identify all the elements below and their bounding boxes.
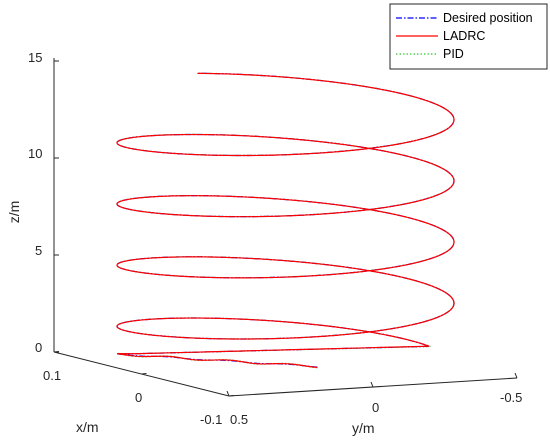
y-axis-label: y/m: [352, 420, 375, 436]
legend-label-desired: Desired position: [443, 11, 533, 25]
z-axis-label: z/m: [6, 201, 22, 224]
series-layer: [116, 72, 455, 369]
axes-box: [53, 58, 518, 397]
series-line-desired: [116, 72, 455, 368]
z-tick-10: 10: [28, 146, 42, 161]
x-tick-mark: [141, 373, 147, 375]
x-axis-label: x/m: [76, 419, 99, 435]
z-tick-15: 15: [28, 50, 42, 65]
tick-marks: [53, 60, 518, 397]
series-line-pid: [116, 72, 455, 369]
x-tick-0: 0: [135, 390, 142, 405]
legend: Desired position LADRC PID: [389, 3, 548, 70]
y-tick-0: 0: [372, 400, 379, 415]
series-line-ladrc: [116, 72, 455, 369]
x-tick-0.1: 0.1: [43, 368, 61, 383]
y-tick-mark: [226, 390, 230, 397]
y-tick-mark: [514, 372, 518, 379]
y-tick-mark: [370, 381, 374, 388]
x-tick-minus-0.1: -0.1: [200, 412, 222, 427]
y-tick-0.5: 0.5: [230, 412, 248, 427]
legend-label-ladrc: LADRC: [443, 29, 485, 43]
legend-label-pid: PID: [443, 47, 464, 61]
z-tick-0: 0: [35, 340, 42, 355]
z-tick-5: 5: [35, 243, 42, 258]
x-tick-mark: [53, 351, 60, 353]
x-tick-mark: [228, 395, 235, 397]
y-tick-minus-0.5: -0.5: [500, 390, 522, 405]
